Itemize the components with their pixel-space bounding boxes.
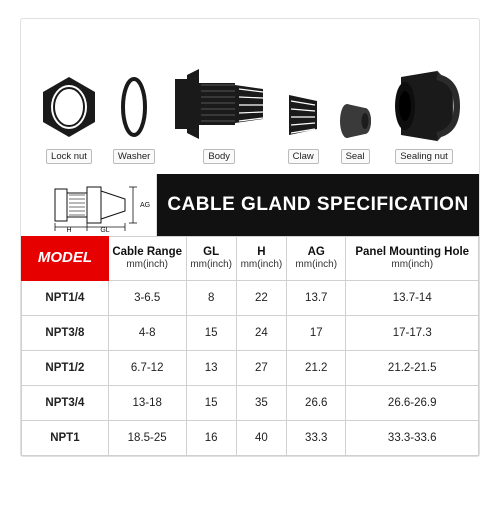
part-sealing-nut: Sealing nut: [387, 69, 461, 164]
value-cell: 8: [186, 280, 236, 315]
column-header: GLmm(inch): [186, 237, 236, 281]
dimension-label-ag: AG: [140, 202, 150, 209]
value-cell: 4-8: [108, 315, 186, 350]
value-cell: 13-18: [108, 385, 186, 420]
value-cell: 3-6.5: [108, 280, 186, 315]
part-label: Washer: [113, 149, 155, 164]
value-cell: 15: [186, 385, 236, 420]
value-cell: 26.6: [287, 385, 346, 420]
body-icon: [169, 65, 269, 143]
column-header: Panel Mounting Holemm(inch): [346, 237, 479, 281]
dimension-label-gl: GL: [100, 227, 109, 233]
value-cell: 35: [236, 385, 286, 420]
column-header: Cable Rangemm(inch): [108, 237, 186, 281]
table-row: NPT1/26.7-12132721.221.2-21.5: [22, 350, 479, 385]
value-cell: 33.3-33.6: [346, 420, 479, 455]
part-label: Seal: [341, 149, 370, 164]
part-seal: Seal: [337, 99, 373, 164]
value-cell: 17: [287, 315, 346, 350]
model-cell: NPT3/4: [22, 385, 109, 420]
table-body: NPT1/43-6.582213.713.7-14NPT3/84-8152417…: [22, 280, 479, 455]
value-cell: 18.5-25: [108, 420, 186, 455]
value-cell: 17-17.3: [346, 315, 479, 350]
sealing-nut-icon: [387, 69, 461, 143]
model-cell: NPT3/8: [22, 315, 109, 350]
seal-icon: [337, 99, 373, 143]
part-washer: Washer: [113, 71, 155, 164]
part-label: Body: [203, 149, 235, 164]
value-cell: 26.6-26.9: [346, 385, 479, 420]
table-head: MODELCable Rangemm(inch)GLmm(inch)Hmm(in…: [22, 237, 479, 281]
value-cell: 16: [186, 420, 236, 455]
value-cell: 15: [186, 315, 236, 350]
column-header: Hmm(inch): [236, 237, 286, 281]
part-body: Body: [169, 65, 269, 164]
table-row: NPT3/84-815241717-17.3: [22, 315, 479, 350]
part-claw: Claw: [283, 87, 323, 164]
section-title: CABLE GLAND SPECIFICATION: [157, 174, 479, 236]
table-row: NPT1/43-6.582213.713.7-14: [22, 280, 479, 315]
value-cell: 40: [236, 420, 286, 455]
lock-nut-icon: [39, 71, 99, 143]
part-label: Claw: [288, 149, 319, 164]
part-lock-nut: Lock nut: [39, 71, 99, 164]
table-row: NPT118.5-25164033.333.3-33.6: [22, 420, 479, 455]
value-cell: 13: [186, 350, 236, 385]
table-row: NPT3/413-18153526.626.6-26.9: [22, 385, 479, 420]
value-cell: 24: [236, 315, 286, 350]
value-cell: 33.3: [287, 420, 346, 455]
value-cell: 13.7: [287, 280, 346, 315]
value-cell: 21.2-21.5: [346, 350, 479, 385]
model-cell: NPT1/2: [22, 350, 109, 385]
dimension-drawing-icon: H GL AG: [25, 177, 153, 233]
value-cell: 13.7-14: [346, 280, 479, 315]
spec-table: MODELCable Rangemm(inch)GLmm(inch)Hmm(in…: [21, 236, 479, 456]
spec-card: Lock nut Washer: [20, 18, 480, 457]
column-header: AGmm(inch): [287, 237, 346, 281]
part-label: Sealing nut: [395, 149, 453, 164]
value-cell: 27: [236, 350, 286, 385]
table-header-row: MODELCable Rangemm(inch)GLmm(inch)Hmm(in…: [22, 237, 479, 281]
spec-header: H GL AG CABLE GLAND SPECIFICATION: [21, 174, 479, 236]
dimension-label-h: H: [66, 227, 71, 233]
part-label: Lock nut: [46, 149, 92, 164]
value-cell: 22: [236, 280, 286, 315]
value-cell: 6.7-12: [108, 350, 186, 385]
dimension-drawing: H GL AG: [21, 174, 157, 236]
claw-icon: [283, 87, 323, 143]
model-header: MODEL: [22, 237, 109, 281]
value-cell: 21.2: [287, 350, 346, 385]
model-cell: NPT1/4: [22, 280, 109, 315]
model-cell: NPT1: [22, 420, 109, 455]
washer-icon: [119, 71, 149, 143]
parts-diagram: Lock nut Washer: [21, 19, 479, 174]
